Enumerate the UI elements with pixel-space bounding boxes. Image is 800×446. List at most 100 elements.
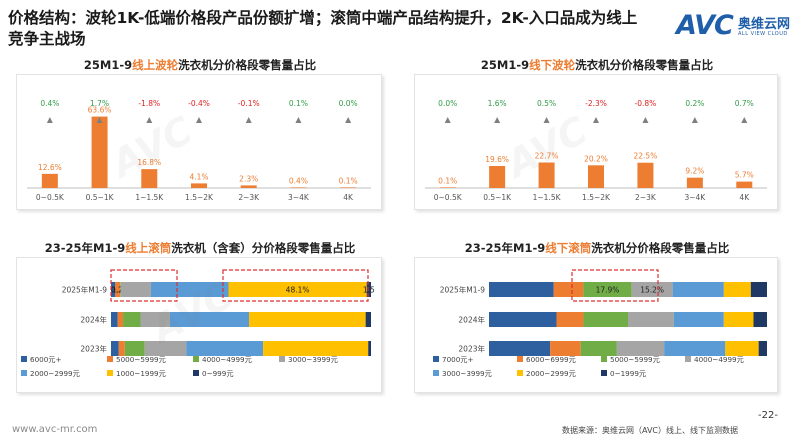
stacked-segment — [368, 341, 371, 356]
data-label: 5.7% — [735, 171, 754, 180]
bar — [141, 169, 158, 188]
legend-swatch — [685, 356, 691, 362]
chart-title-online-drum: 23-25年M1-9线上滚筒洗衣机（含套）分价格段零售量占比 — [10, 240, 390, 256]
data-label: 12.6% — [38, 163, 62, 172]
stacked-segment — [249, 312, 366, 327]
chart-title-offline-pulsator: 25M1-9线下波轮洗衣机分价格段零售量占比 — [412, 57, 782, 73]
stacked-segment — [758, 341, 767, 356]
x-tick-label: 2~3K — [635, 193, 657, 202]
highlight-box — [222, 269, 369, 302]
change-label: 1.7% — [90, 99, 109, 108]
legend-label: 5000~5999元 — [116, 355, 166, 364]
stacked-segment — [150, 282, 229, 297]
legend-swatch — [107, 370, 113, 376]
y-category-label: 2024年 — [458, 315, 485, 325]
x-tick-label: 2~3K — [238, 193, 260, 202]
legend-label: 1000~1999元 — [116, 369, 166, 378]
legend-label: 0~1999元 — [610, 369, 646, 378]
stacked-segment — [489, 282, 554, 297]
data-label: 0.4% — [289, 176, 308, 185]
bar — [538, 162, 555, 188]
legend-swatch — [601, 370, 607, 376]
data-label: 22.7% — [535, 152, 559, 161]
bar — [686, 177, 703, 188]
stacked-segment — [550, 341, 581, 356]
x-tick-label: 0~0.5K — [36, 193, 65, 202]
change-label: 0.4% — [40, 99, 59, 108]
stacked-segment — [753, 312, 767, 327]
stacked-segment — [489, 341, 551, 356]
data-label: 16.8% — [137, 158, 161, 167]
change-triangle-icon — [196, 117, 202, 123]
change-label: 0.0% — [438, 99, 457, 108]
bar — [91, 116, 108, 188]
chart-title-pre: 23-25年M1-9 — [464, 241, 546, 255]
stacked-segment — [115, 282, 121, 297]
x-tick-label: 3~4K — [684, 193, 706, 202]
change-triangle-icon — [295, 117, 302, 123]
chart-title-post: 洗衣机分价格段零售量占比 — [178, 58, 317, 72]
change-label: -0.8% — [635, 99, 657, 108]
stacked-segment — [723, 282, 751, 297]
stacked-segment — [111, 282, 116, 297]
y-category-label: 2025年M1-9 — [62, 285, 108, 295]
legend-label: 6000~6999元 — [526, 355, 576, 364]
stacked-segment — [750, 282, 767, 297]
chart-title-pre: 23-25年M1-9 — [44, 241, 126, 255]
stacked-segment — [673, 312, 724, 327]
segment-label: 1.7 — [112, 286, 124, 295]
legend-label: 4000~4999元 — [694, 355, 744, 364]
legend-swatch — [517, 370, 523, 376]
bar — [439, 187, 456, 188]
stacked-segment — [186, 341, 264, 356]
x-tick-label: 0.5~1K — [483, 193, 512, 202]
change-triangle-icon — [245, 117, 252, 123]
legend-swatch — [21, 356, 27, 362]
chart-title-highlight: 线下滚筒 — [545, 241, 592, 255]
change-label: -2.3% — [585, 99, 607, 108]
change-triangle-icon — [593, 117, 599, 123]
change-triangle-icon — [543, 117, 550, 123]
legend-swatch — [193, 356, 199, 362]
stacked-segment — [489, 312, 557, 327]
change-triangle-icon — [691, 117, 698, 123]
stacked-segment — [228, 282, 367, 297]
data-label: 4.1% — [189, 172, 208, 181]
bar — [191, 183, 207, 188]
data-label: 0.1% — [438, 176, 457, 185]
chart-panel-online-pulsator: 12.6% 0~0.5K 0.4% 63.6% 0.5~1K 1.7% 16.8% 1~1.5… — [16, 74, 382, 210]
segment-label: 0.2% — [111, 286, 130, 295]
stacked-segment — [117, 312, 124, 327]
highlight-box — [571, 269, 659, 302]
change-label: -0.1% — [238, 99, 260, 108]
stacked-segment — [583, 282, 632, 297]
stacked-segment — [140, 312, 170, 327]
change-label: 0.7% — [735, 99, 754, 108]
stacked-segment — [118, 341, 125, 356]
change-triangle-icon — [46, 117, 53, 123]
chart-panel-online-drum: 2025年M1-9 1.7 0.2% 48.1% 1.5 2024年 2023年 6000元+… — [16, 257, 382, 393]
stacked-segment — [111, 341, 119, 356]
stacked-segment — [169, 312, 250, 327]
stacked-bar-chart-svg: 2025年M1-9 1.70.2% 48.1% 1.5 2024年 2023年 6000元+… — [21, 269, 375, 378]
stacked-segment — [120, 282, 151, 297]
segment-label: 15.2% — [640, 286, 664, 295]
bar — [290, 187, 307, 188]
change-triangle-icon — [642, 117, 649, 123]
data-label: 20.2% — [584, 154, 608, 163]
stacked-segment — [120, 282, 121, 297]
change-label: 1.6% — [488, 99, 507, 108]
change-label: 0.0% — [339, 99, 358, 108]
x-tick-label: 1.5~2K — [582, 193, 611, 202]
legend-label: 3000~3999元 — [288, 355, 338, 364]
data-label: 0.1% — [339, 176, 358, 185]
change-triangle-icon — [146, 117, 153, 123]
chart-panel-offline-pulsator: 0.1% 0~0.5K 0.0% 19.6% 0.5~1K 1.6% 22.7% 1~1.5K… — [414, 74, 778, 210]
legend-label: 2000~2999元 — [526, 369, 576, 378]
chart-title-pre: 25M1-9 — [480, 58, 530, 72]
segment-label: 1.5 — [363, 286, 375, 295]
stacked-segment — [664, 341, 726, 356]
legend-label: 5000~5999元 — [610, 355, 660, 364]
chart-title-online-pulsator: 25M1-9线上波轮洗衣机分价格段零售量占比 — [15, 57, 385, 73]
footer-url: www.avc-mr.com — [12, 424, 98, 435]
